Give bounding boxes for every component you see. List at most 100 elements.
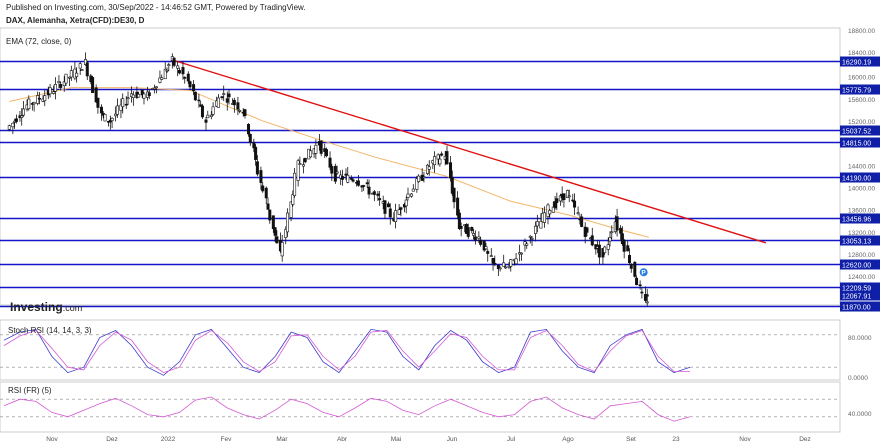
candle-body-down [491,258,495,264]
rsi-pane-frame [0,381,841,433]
candle-body-down [399,207,403,210]
candle-body-down [232,99,236,106]
level-tag-6 [840,235,880,246]
candle [457,209,461,231]
candle [620,226,624,246]
candle [603,245,607,255]
candle [558,193,562,206]
candle [319,139,323,157]
ytick-9: 12800.00 [848,252,875,259]
candle [626,240,630,252]
candle-body-up [509,259,513,267]
candle-body-up [291,194,295,205]
instrument-title: DAX, Alemanha, Xetra(CFD):DE30, D [6,16,145,25]
candle [555,192,559,211]
candle [356,175,360,187]
candle-body-down [261,185,265,192]
candle [206,110,210,119]
candle [523,238,527,252]
candle-body-up [542,212,546,223]
candle-body-up [298,163,302,165]
grid [0,27,841,433]
candle-body-down [275,236,279,244]
candle [264,186,268,205]
candle [362,184,366,191]
candle-body-up [206,114,210,119]
candle-body-down [124,103,128,106]
candle [503,264,507,269]
marker-p-icon [639,268,648,277]
xtick-4: Mar [276,436,288,443]
candle-body-up [293,172,297,196]
xtick-7: Jun [447,436,458,443]
price-pane-frame [0,27,841,306]
candle-body-up [121,98,125,107]
candle-body-up [80,69,84,71]
ytick-2: 16000.00 [848,75,875,82]
candle [238,109,242,114]
candle-body-up [209,114,213,117]
candle-body-up [503,266,507,269]
level-tag-9 [840,301,880,312]
candle-body-up [309,150,313,158]
candle-body-up [62,81,66,86]
candle [126,91,130,106]
candle-body-down [186,73,190,82]
candle [376,191,380,201]
candle-body-down [365,182,369,185]
candle [43,89,47,107]
candle [394,203,398,229]
candle [192,80,196,96]
candle-body-up [165,69,169,72]
candle [80,68,84,71]
level-tag-0 [840,56,880,67]
candle [114,106,118,122]
candle [286,208,290,237]
candle [484,242,488,251]
candle-body-up [115,105,119,115]
candle [301,158,305,174]
candle-body-down [619,227,623,234]
candle [553,196,557,210]
rsi-label: RSI (FR) (5) [8,386,52,395]
level-label-2: 15037.52 [842,129,871,136]
candle-body-down [378,198,382,201]
osc-tick-0: 80.0000 [848,335,872,342]
candle [406,187,410,201]
candle [62,76,66,92]
candle [91,76,95,93]
candle-body-down [225,98,229,103]
candle-body-up [606,244,610,250]
candle [53,77,57,100]
candle [514,253,518,265]
candle [137,91,141,98]
candle-body-up [528,235,532,238]
candle-body-up [514,258,518,265]
candle-body-down [450,177,454,194]
candle-body-down [259,170,263,183]
candle-body-up [167,64,171,67]
candle-body-down [333,166,337,182]
candle [124,96,128,109]
candle-body-down [633,261,637,277]
candle-body-up [534,225,538,234]
ytick-6: 14000.00 [848,185,875,192]
candle [181,60,185,80]
candle-body-up [52,91,56,94]
candle [284,226,288,245]
candle-body-up [397,209,401,215]
candle [633,261,637,278]
candle [268,209,272,224]
candle [567,189,571,203]
candle-body-up [411,188,415,192]
candle [280,234,284,262]
candle-body-down [629,263,633,269]
candle [493,255,497,267]
candle-body-down [367,186,371,195]
candle-body-up [608,237,612,242]
candle [75,67,79,83]
candle-body-down [177,70,181,74]
candle [399,206,403,217]
candle-body-down [615,216,619,231]
